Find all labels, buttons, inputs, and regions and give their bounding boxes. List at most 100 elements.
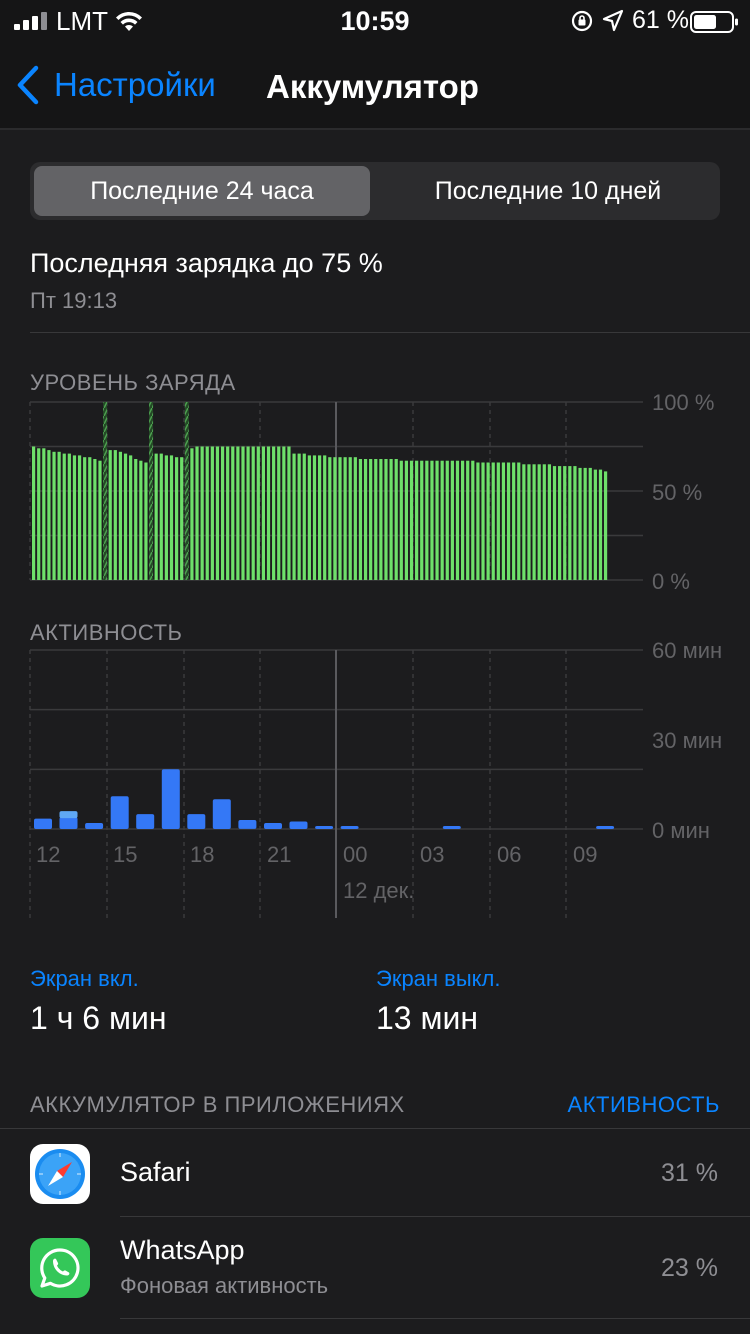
x-tick-label: 09: [573, 842, 598, 867]
charging-marker: [184, 402, 189, 580]
battery-bar: [52, 451, 56, 580]
battery-bar: [159, 453, 163, 580]
battery-bar: [108, 450, 112, 580]
x-tick-label: 21: [267, 842, 292, 867]
battery-bar: [563, 466, 567, 580]
battery-bar: [455, 460, 460, 580]
battery-bar: [404, 460, 409, 580]
battery-bar: [338, 457, 342, 580]
screen-on-value: 1 ч 6 мин: [30, 1000, 167, 1036]
battery-bar: [425, 460, 429, 580]
segment-last-24-hours[interactable]: Последние 24 часа: [34, 166, 370, 216]
battery-bar: [598, 469, 603, 580]
battery-bar: [420, 460, 424, 580]
battery-bar: [343, 457, 347, 580]
screen-on-label: Экран вкл.: [30, 966, 139, 991]
period-segmented-control: Последние 24 часа Последние 10 дней: [30, 162, 720, 220]
page-title: Аккумулятор: [266, 68, 479, 105]
battery-bar: [37, 448, 41, 580]
battery-bar: [226, 446, 230, 580]
battery-bar: [200, 446, 204, 580]
back-button-label: Настройки: [54, 66, 216, 103]
divider: [120, 1216, 750, 1217]
battery-bar: [476, 462, 480, 580]
battery-bar: [118, 451, 123, 580]
charging-marker: [103, 402, 108, 580]
whatsapp-icon: [30, 1238, 90, 1298]
activity-axis-label-30: 30 мин: [652, 728, 723, 753]
battery-bar: [256, 446, 260, 580]
battery-bar: [384, 459, 388, 580]
battery-bar: [292, 453, 296, 580]
battery-bar: [399, 460, 403, 580]
battery-bar: [573, 466, 577, 580]
location-icon: [602, 9, 624, 32]
activity-axis-label-0: 0 мин: [652, 818, 710, 843]
battery-bar: [88, 457, 92, 580]
battery-bar: [491, 462, 495, 580]
battery-bar: [169, 455, 174, 580]
battery-icon: [690, 11, 738, 33]
battery-bar: [129, 455, 133, 580]
battery-bar: [593, 469, 597, 580]
app-row-whatsapp[interactable]: WhatsApp Фоновая активность 23 %: [0, 1217, 750, 1317]
divider: [0, 1128, 750, 1129]
battery-bar: [394, 459, 398, 580]
battery-bar: [323, 455, 327, 580]
battery-bar: [57, 451, 61, 580]
battery-bar: [113, 450, 117, 580]
battery-bar: [542, 464, 546, 580]
battery-axis-label-50: 50 %: [652, 480, 703, 505]
battery-bar: [180, 457, 184, 580]
activity-bar-screen-on: [110, 796, 129, 829]
activity-bar-screen-on: [238, 820, 257, 829]
battery-bar: [578, 467, 582, 580]
status-bar: LMT 10:59 61 %: [0, 0, 750, 44]
battery-bar: [246, 446, 250, 580]
app-name: Safari: [120, 1157, 191, 1187]
battery-bar: [261, 446, 266, 580]
divider: [30, 332, 750, 333]
battery-bar: [532, 464, 536, 580]
activity-bar-screen-on: [59, 817, 78, 829]
last-charge-time: Пт 19:13: [30, 288, 118, 313]
battery-usage-charts: [29, 401, 643, 918]
battery-bar: [583, 467, 587, 580]
battery-bar: [517, 462, 521, 580]
battery-bar: [139, 460, 143, 580]
activity-bar-screen-on: [34, 818, 52, 829]
show-activity-button[interactable]: АКТИВНОСТЬ: [567, 1092, 720, 1117]
battery-bar: [98, 460, 102, 580]
battery-bar: [527, 464, 531, 580]
x-tick-label: 06: [497, 842, 522, 867]
battery-bar: [415, 460, 419, 580]
x-tick-label: 15: [113, 842, 138, 867]
battery-bar: [317, 455, 322, 580]
app-subtitle: Фоновая активность: [120, 1273, 329, 1298]
battery-bar: [123, 453, 128, 580]
segment-last-10-days[interactable]: Последние 10 дней: [434, 176, 662, 205]
battery-bar: [558, 466, 562, 580]
battery-bar: [445, 460, 449, 580]
battery-bar: [287, 446, 291, 580]
screen-off-value: 13 мин: [376, 1000, 479, 1036]
battery-bar: [134, 459, 138, 580]
navigation-bar: Настройки Аккумулятор: [0, 44, 750, 130]
battery-bar: [506, 462, 511, 580]
divider: [120, 1318, 750, 1319]
battery-bar: [241, 446, 245, 580]
activity-bar-screen-on: [212, 799, 231, 829]
battery-bar: [272, 446, 276, 580]
battery-bar: [277, 446, 281, 580]
battery-bar: [389, 459, 393, 580]
battery-bar: [486, 462, 490, 580]
activity-axis-label-60: 60 мин: [652, 638, 723, 663]
activity-bar-screen-on: [136, 814, 155, 829]
app-row-safari[interactable]: Safari 31 %: [0, 1129, 750, 1217]
rotation-lock-icon: [571, 10, 593, 32]
battery-bar: [210, 446, 214, 580]
back-button[interactable]: Настройки: [14, 62, 216, 108]
battery-bar: [460, 460, 465, 580]
battery-bar: [537, 464, 541, 580]
battery-axis-label-0: 0 %: [652, 569, 690, 594]
